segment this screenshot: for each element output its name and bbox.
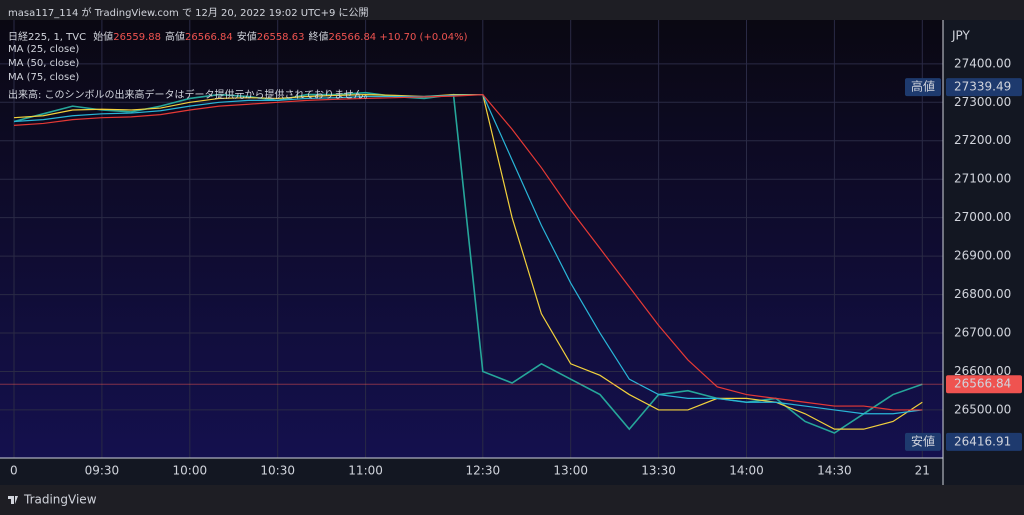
ohlc-label: 安値 — [236, 32, 257, 43]
price-tag-label-bg — [905, 78, 941, 97]
price-tag — [946, 78, 1022, 97]
ohlc: 始値26559.88 高値26566.84 安値26558.63 終値26566.84 — [89, 32, 376, 43]
ohlc-label: 高値 — [165, 32, 186, 43]
price-tag-label: 安値 — [911, 433, 935, 448]
price-tag-label-bg — [905, 432, 941, 451]
published: masa117_114 が TradingView.com で 12月 20, … — [8, 8, 369, 19]
x-tick-label: 13:00 — [553, 464, 588, 478]
ohlc-label: 始値 — [93, 32, 114, 43]
ma-line — [13, 93, 923, 411]
price-line — [13, 91, 923, 434]
price-tag-value: 26566.84 — [954, 377, 1011, 391]
x-tick-label: 21 — [915, 464, 930, 478]
footer-logo-text: TradingView — [23, 493, 97, 507]
time-axis — [0, 458, 943, 485]
grid — [0, 20, 943, 458]
plot-area — [0, 20, 943, 458]
volume-note: 出来高: このシンボルの出来高データはデータ提供元から提供されておりません。 — [8, 90, 374, 101]
x-tick-label: 0 — [10, 464, 18, 478]
ohlc-value: 26559.88 — [113, 32, 162, 43]
x-tick-label: 10:00 — [173, 464, 208, 478]
x-tick-label: 12:30 — [466, 464, 501, 478]
y-tick-label: 27400.00 — [954, 56, 1011, 70]
y-tick-label: 27100.00 — [954, 172, 1011, 186]
ohlc-value: 26566.84 — [185, 32, 233, 43]
ma-legend: MA (25, close) — [8, 44, 80, 55]
y-tick-label: 27000.00 — [954, 210, 1011, 224]
y-tick-label: 27300.00 — [954, 95, 1011, 109]
axis-unit: JPY — [951, 29, 971, 43]
y-tick-label: 27200.00 — [954, 133, 1011, 147]
price-tag-value: 27339.49 — [954, 80, 1011, 94]
change: +10.70 (+0.04%) — [379, 32, 468, 43]
price-tag — [946, 432, 1022, 451]
ohlc-label: 終値 — [308, 32, 329, 43]
price-tag — [946, 375, 1022, 394]
x-tick-label: 10:30 — [260, 464, 295, 478]
price-tag-label: 高値 — [911, 79, 935, 94]
y-tick-label: 26500.00 — [954, 402, 1011, 416]
y-tick-label: 26600.00 — [954, 364, 1011, 378]
x-tick-label: 11:00 — [348, 464, 383, 478]
symbol: 日経225, 1, TVC — [8, 32, 87, 43]
x-tick-label: 09:30 — [85, 464, 120, 478]
price-axis — [943, 20, 1024, 485]
ma-legend: MA (75, close) — [8, 72, 80, 83]
x-tick-label: 13:30 — [641, 464, 676, 478]
legend-main: 日経225, 1, TVC 始値26559.88 高値26566.84 安値2655… — [8, 28, 468, 43]
y-tick-label: 26900.00 — [954, 249, 1011, 263]
logo — [8, 496, 18, 504]
ohlc-value: 26566.84 — [328, 32, 377, 43]
y-tick-label: 26800.00 — [954, 287, 1011, 301]
ohlc-value: 26558.63 — [256, 32, 305, 43]
price-tag-value: 26416.91 — [954, 434, 1011, 448]
x-tick-label: 14:00 — [729, 464, 764, 478]
x-tick-label: 14:30 — [817, 464, 852, 478]
ma-legend: MA (50, close) — [8, 58, 80, 69]
y-tick-label: 26700.00 — [954, 326, 1011, 340]
